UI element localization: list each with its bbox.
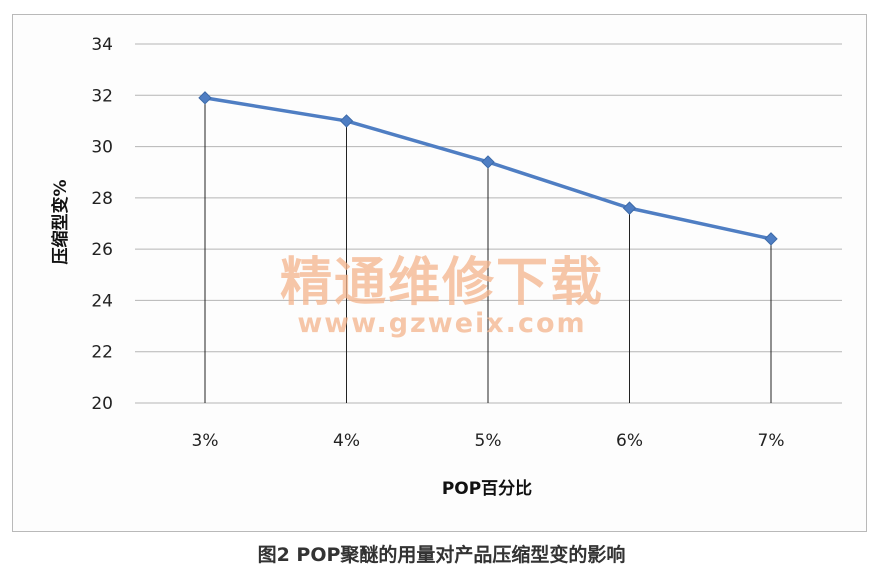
- x-axis-title: POP百分比: [442, 478, 532, 499]
- figure-caption: 图2 POP聚醚的用量对产品压缩型变的影响: [257, 544, 626, 566]
- data-point: [481, 155, 495, 169]
- y-tick-label: 20: [91, 394, 113, 414]
- drop-lines: [204, 97, 772, 403]
- data-points: [198, 91, 778, 246]
- watermark-text: 精通维修下载: [280, 253, 604, 313]
- data-point: [339, 114, 354, 128]
- y-tick-label: 30: [91, 138, 113, 158]
- y-tick-labels: 20 22 24 26 28 30 32 34: [91, 35, 113, 414]
- x-tick-label: 7%: [758, 431, 785, 451]
- y-tick-label: 28: [91, 189, 113, 209]
- y-tick-label: 32: [91, 86, 113, 106]
- x-tick-label: 6%: [616, 431, 643, 451]
- x-tick-labels: 3% 4% 5% 6% 7%: [192, 431, 785, 451]
- x-tick-label: 3%: [192, 431, 219, 451]
- watermark-url: www.gzweix.com: [297, 308, 586, 339]
- data-point: [764, 232, 778, 246]
- y-tick-label: 26: [91, 240, 113, 260]
- y-tick-label: 34: [91, 35, 113, 55]
- x-tick-label: 4%: [333, 431, 360, 451]
- chart-frame: [12, 14, 867, 532]
- data-point: [198, 91, 212, 105]
- x-tick-label: 5%: [475, 431, 502, 451]
- y-axis-title: 压缩型变%: [50, 179, 71, 264]
- y-tick-label: 22: [91, 343, 113, 363]
- data-point: [622, 201, 637, 215]
- y-tick-label: 24: [91, 291, 113, 311]
